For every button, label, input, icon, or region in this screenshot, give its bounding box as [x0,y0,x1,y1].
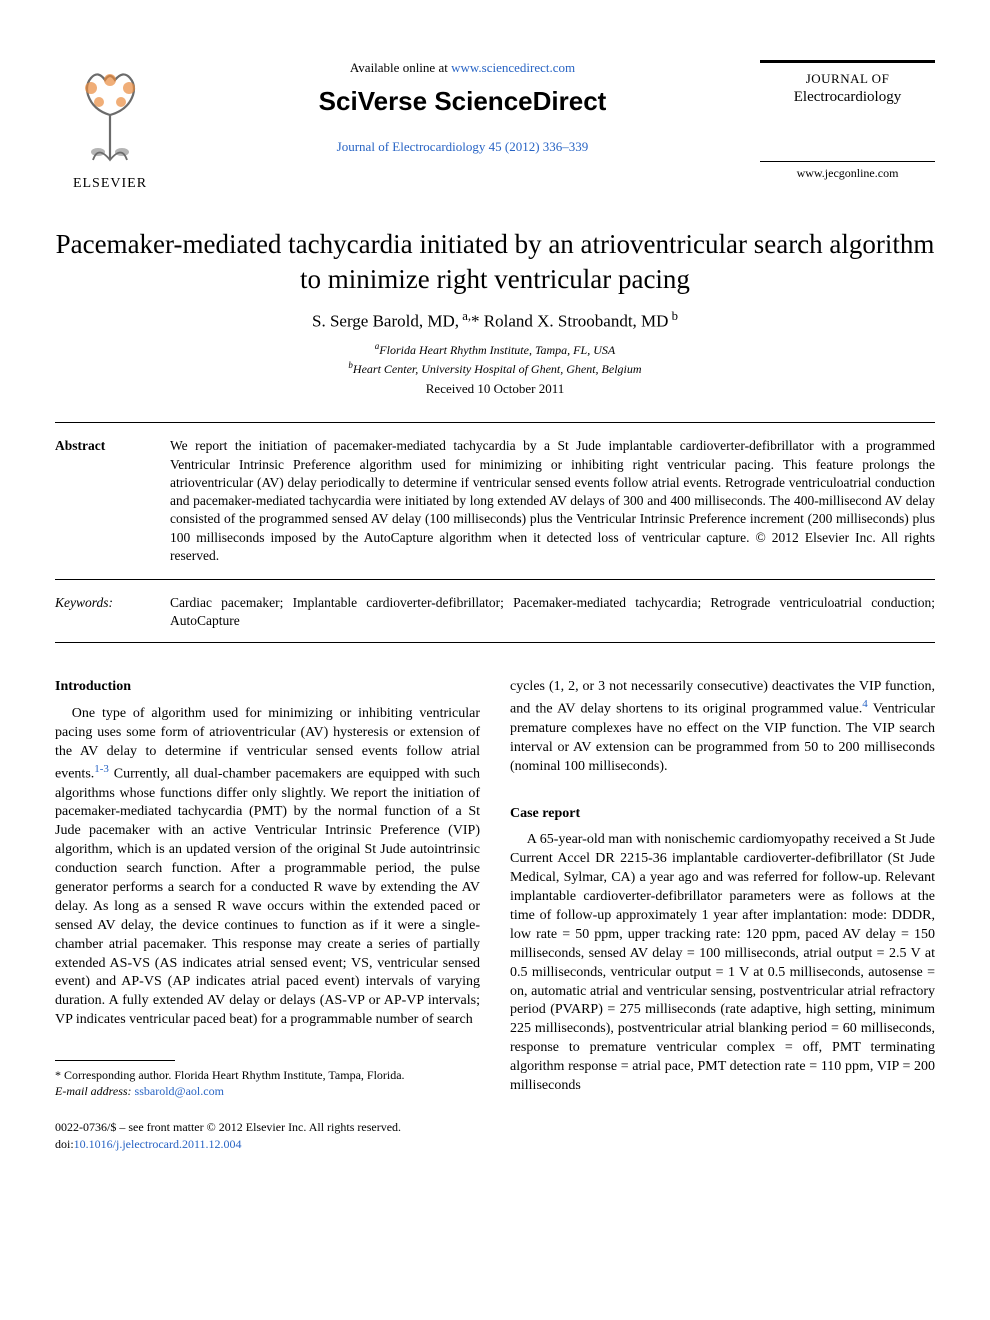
page-header: ELSEVIER Available online at www.science… [55,60,935,192]
sciencedirect-link[interactable]: www.sciencedirect.com [451,60,575,75]
abstract-block: Abstract We report the initiation of pac… [55,422,935,580]
journal-name-line2: Electrocardiology [760,89,935,106]
citation-1-3[interactable]: 1-3 [94,763,109,775]
article-title: Pacemaker-mediated tachycardia initiated… [55,227,935,297]
affiliations: aFlorida Heart Rhythm Institute, Tampa, … [55,340,935,378]
footnote-rule [55,1060,175,1061]
abstract-label: Abstract [55,437,170,565]
author-email-link[interactable]: ssbarold@aol.com [135,1084,224,1098]
left-column: Introduction One type of algorithm used … [55,678,480,1151]
center-header: Available online at www.sciencedirect.co… [165,60,760,155]
intro-paragraph: One type of algorithm used for minimizin… [55,705,480,1030]
elsevier-block: ELSEVIER [55,60,165,192]
available-online-line: Available online at www.sciencedirect.co… [185,60,740,76]
journal-reference-link[interactable]: Journal of Electrocardiology 45 (2012) 3… [185,139,740,155]
copyright-text: 0022-0736/$ – see front matter © 2012 El… [55,1120,401,1134]
copyright-block: 0022-0736/$ – see front matter © 2012 El… [55,1119,480,1151]
available-prefix: Available online at [350,60,451,75]
right-column: cycles (1, 2, or 3 not necessarily conse… [510,678,935,1151]
doi-link[interactable]: 10.1016/j.jelectrocard.2011.12.004 [74,1137,242,1151]
affiliation-a: Florida Heart Rhythm Institute, Tampa, F… [379,343,615,357]
journal-url: www.jecgonline.com [760,161,935,181]
authors-line: S. Serge Barold, MD, a,* Roland X. Stroo… [55,309,935,332]
received-date: Received 10 October 2011 [55,381,935,397]
case-report-heading: Case report [510,805,935,824]
corresponding-author-footnote: * Corresponding author. Florida Heart Rh… [55,1067,480,1099]
keywords-text: Cardiac pacemaker; Implantable cardiover… [170,594,935,630]
keywords-label: Keywords: [55,594,170,630]
abstract-text: We report the initiation of pacemaker-me… [170,437,935,565]
doi-prefix: doi: [55,1137,74,1151]
intro-heading: Introduction [55,678,480,697]
elsevier-tree-icon [63,60,158,165]
sciverse-logo-text: SciVerse ScienceDirect [185,86,740,117]
intro-continuation: cycles (1, 2, or 3 not necessarily conse… [510,678,935,776]
journal-name-line1: JOURNAL OF [760,71,935,87]
email-label: E-mail address: [55,1084,132,1098]
keywords-block: Keywords: Cardiac pacemaker; Implantable… [55,586,935,643]
elsevier-label: ELSEVIER [55,176,165,192]
body-columns: Introduction One type of algorithm used … [55,678,935,1151]
journal-title-box: JOURNAL OF Electrocardiology www.jecgonl… [760,60,935,181]
case-report-paragraph: A 65-year-old man with nonischemic cardi… [510,831,935,1095]
affiliation-b: Heart Center, University Hospital of Ghe… [353,362,642,376]
